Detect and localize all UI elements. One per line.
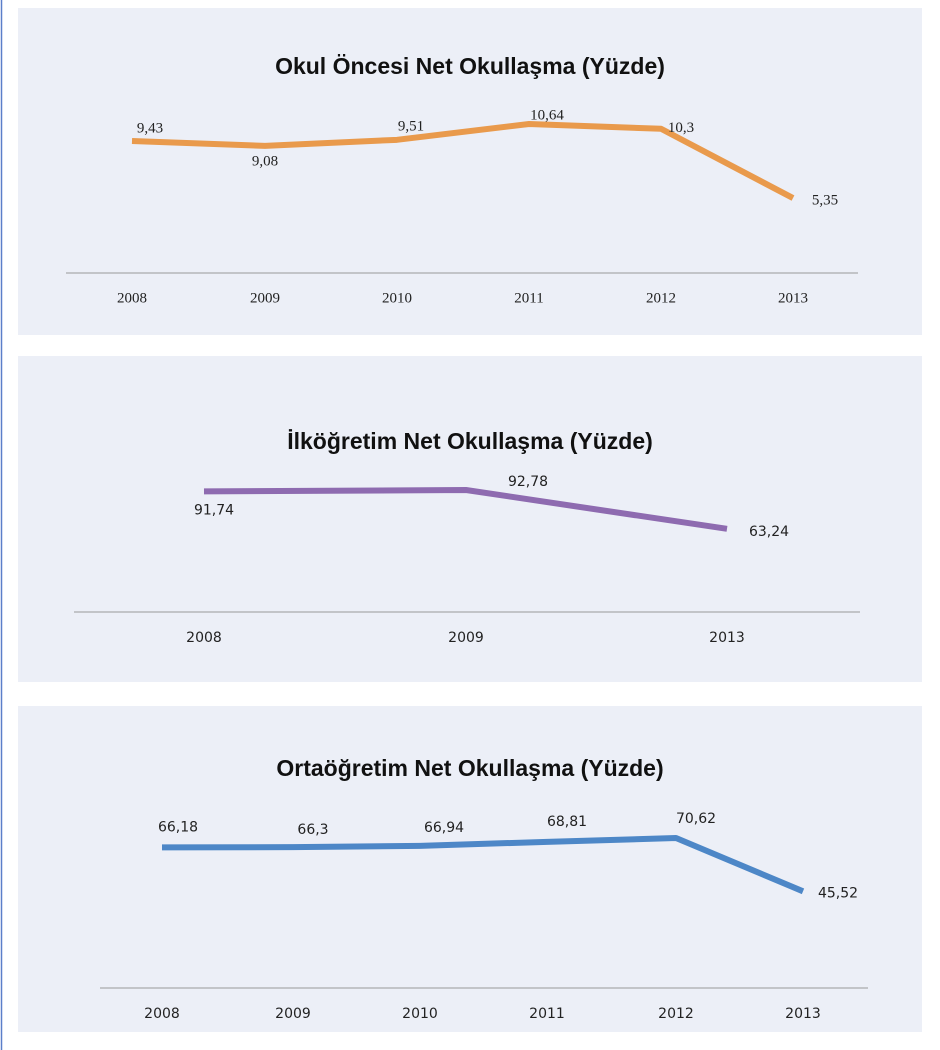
- panel: [18, 356, 922, 682]
- data-label: 63,24: [749, 524, 789, 540]
- x-tick-label: 2010: [402, 1006, 438, 1022]
- chart-title: Ortaöğretim Net Okullaşma (Yüzde): [276, 755, 663, 781]
- x-tick-label: 2013: [785, 1006, 821, 1022]
- data-label: 10,64: [530, 107, 564, 123]
- data-label: 9,51: [398, 118, 424, 134]
- data-label: 66,94: [424, 820, 464, 836]
- data-label: 9,08: [252, 153, 278, 169]
- data-label: 68,81: [547, 814, 587, 830]
- data-label: 66,3: [297, 822, 328, 838]
- panel: [18, 8, 922, 335]
- x-tick-label: 2011: [529, 1006, 565, 1022]
- x-tick-label: 2009: [275, 1006, 311, 1022]
- data-label: 92,78: [508, 474, 548, 490]
- data-label: 45,52: [818, 885, 858, 901]
- data-line: [131, 121, 795, 201]
- chart-title: İlköğretim Net Okullaşma (Yüzde): [287, 428, 653, 454]
- data-label: 5,35: [812, 193, 838, 209]
- x-tick-label: 2012: [658, 1006, 694, 1022]
- x-tick-label: 2011: [514, 290, 543, 306]
- x-tick-label: 2008: [117, 290, 147, 306]
- panel: [18, 706, 922, 1032]
- data-label: 70,62: [676, 811, 716, 827]
- data-line: [203, 487, 728, 532]
- data-line: [161, 835, 805, 895]
- data-label: 91,74: [194, 502, 234, 518]
- chart-title: Okul Öncesi Net Okullaşma (Yüzde): [275, 53, 665, 79]
- data-label: 9,43: [137, 120, 163, 136]
- x-tick-label: 2008: [144, 1006, 180, 1022]
- x-tick-label: 2009: [250, 290, 280, 306]
- x-tick-label: 2008: [186, 630, 222, 646]
- x-tick-label: 2009: [448, 630, 484, 646]
- data-label: 10,3: [668, 120, 694, 136]
- x-tick-label: 2012: [646, 290, 676, 306]
- x-tick-label: 2013: [709, 630, 745, 646]
- data-label: 66,18: [158, 819, 198, 835]
- x-tick-label: 2010: [382, 290, 412, 306]
- x-tick-label: 2013: [778, 290, 808, 306]
